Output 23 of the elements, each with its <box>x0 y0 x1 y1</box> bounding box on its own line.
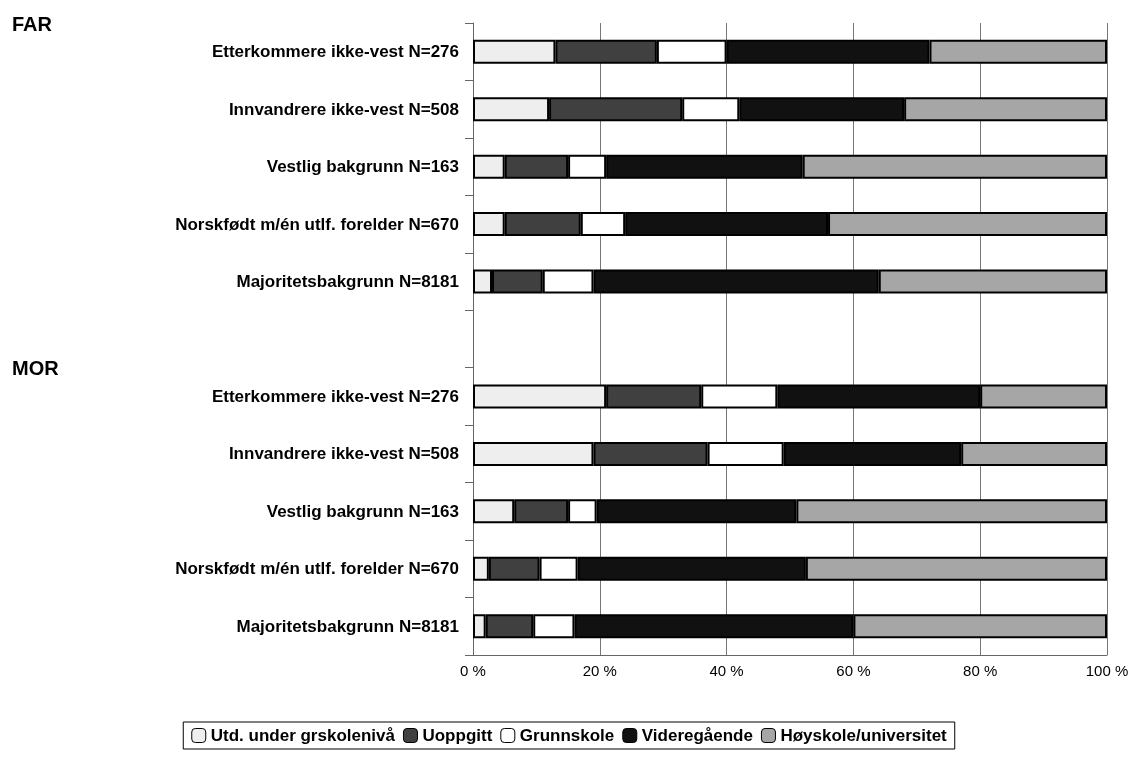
y-tick-label: Vestlig bakgrunn N=163 <box>266 501 459 521</box>
x-tick-label: 100 % <box>1085 662 1129 679</box>
y-tick-label: Majoritetsbakgrunn N=8181 <box>236 616 459 636</box>
y-tick-label: Etterkommere ikke-vest N=276 <box>211 42 459 62</box>
y-tick-label: Majoritetsbakgrunn N=8181 <box>236 272 459 292</box>
y-tick-label: Norskfødt m/én utlf. forelder N=670 <box>175 214 459 234</box>
legend-label: Høyskole/universitet <box>780 726 948 745</box>
y-tick-label: Etterkommere ikke-vest N=276 <box>211 386 459 406</box>
legend-label: Utd. under grskolenivå <box>210 726 396 745</box>
y-tick-label: Norskfødt m/én utlf. forelder N=670 <box>175 559 459 579</box>
y-tick-label: Innvandrere ikke-vest N=508 <box>228 444 459 464</box>
x-tick-label: 20 % <box>582 662 617 679</box>
x-tick-label: 40 % <box>709 662 744 679</box>
legend-label: Uoppgitt <box>422 726 493 745</box>
x-tick-label: 60 % <box>836 662 871 679</box>
legend-label: Grunnskole <box>519 726 615 745</box>
y-tick-label: Vestlig bakgrunn N=163 <box>266 157 459 177</box>
x-tick-label: 80 % <box>963 662 998 679</box>
text: FAR <box>12 12 53 35</box>
y-tick-label: Innvandrere ikke-vest N=508 <box>228 99 459 119</box>
legend-label: Videregående <box>641 726 753 745</box>
x-tick-label: 0 % <box>460 662 486 679</box>
text: MOR <box>12 357 60 380</box>
